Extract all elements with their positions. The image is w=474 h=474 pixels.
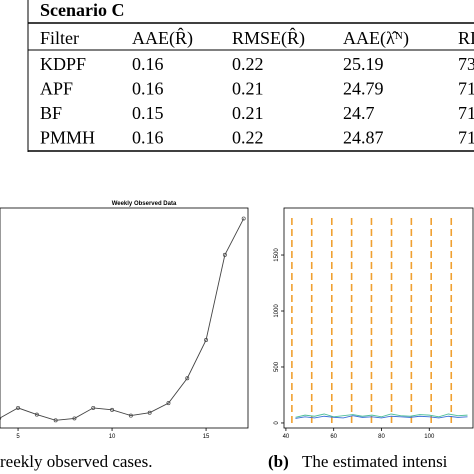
data-point (53, 418, 58, 423)
table-header: AAE(R̂) (132, 27, 193, 49)
table-cell: 71 (458, 128, 474, 148)
y-tick-label: 500 (274, 361, 280, 372)
table-cell: 0.16 (132, 128, 164, 148)
data-point (241, 216, 246, 221)
table-cell: 0.22 (232, 128, 264, 148)
x-tick-label: 5 (16, 434, 20, 440)
table-header: RMSE(R̂) (232, 27, 305, 49)
table-cell: 0.16 (132, 54, 164, 74)
table-cell: 0.15 (132, 103, 164, 123)
x-tick-label: 80 (378, 434, 385, 440)
table-cell: 0.16 (132, 79, 164, 99)
table-cell: 24.79 (343, 79, 384, 99)
data-point (147, 410, 152, 415)
table-cell: APF (40, 79, 73, 99)
table-cell: 24.7 (343, 103, 375, 123)
table-cell: 0.22 (232, 54, 264, 74)
table-cell: 0.21 (232, 103, 264, 123)
data-line (295, 413, 468, 418)
table-header: Filter (40, 28, 79, 48)
caption: reekly observed cases. (0, 452, 152, 471)
x-tick-label: 10 (109, 434, 116, 440)
table-header: RI (458, 28, 474, 48)
y-tick-label: 1000 (274, 304, 280, 318)
data-point (185, 376, 190, 381)
data-point (128, 413, 133, 418)
data-point (204, 338, 209, 342)
y-tick-label: 1500 (274, 248, 280, 262)
x-tick-label: 100 (424, 434, 435, 440)
data-line (0, 218, 245, 421)
caption-label: (b) (268, 452, 289, 471)
table-cell: 73 (458, 54, 474, 74)
data-point (222, 252, 227, 257)
table-cell: 24.87 (343, 128, 384, 148)
plot-frame (283, 207, 474, 429)
table-cell: 71 (458, 79, 474, 99)
table-cell: KDPF (40, 54, 86, 74)
data-point (16, 405, 21, 410)
caption: The estimated intensi (302, 452, 448, 471)
data-point (166, 401, 171, 406)
data-line (295, 415, 468, 419)
table-cell: 25.19 (343, 54, 384, 74)
data-point (72, 416, 77, 421)
table-title: Scenario C (40, 0, 125, 20)
table-cell: 71 (458, 103, 474, 123)
x-tick-label: 40 (283, 434, 290, 440)
x-tick-label: 60 (330, 434, 337, 440)
data-point (34, 412, 39, 417)
x-tick-label: 15 (203, 434, 210, 440)
data-point (110, 407, 115, 412)
y-tick-label: 0 (274, 421, 280, 425)
table-header: AAE(λ̂ᴺ) (343, 28, 409, 49)
data-point (91, 405, 96, 410)
plot-frame (0, 207, 249, 429)
chart-title: Weekly Observed Data (112, 201, 177, 207)
data-point (0, 416, 2, 421)
table-cell: PMMH (40, 128, 95, 148)
table-cell: 0.21 (232, 79, 264, 99)
table-cell: BF (40, 103, 62, 123)
